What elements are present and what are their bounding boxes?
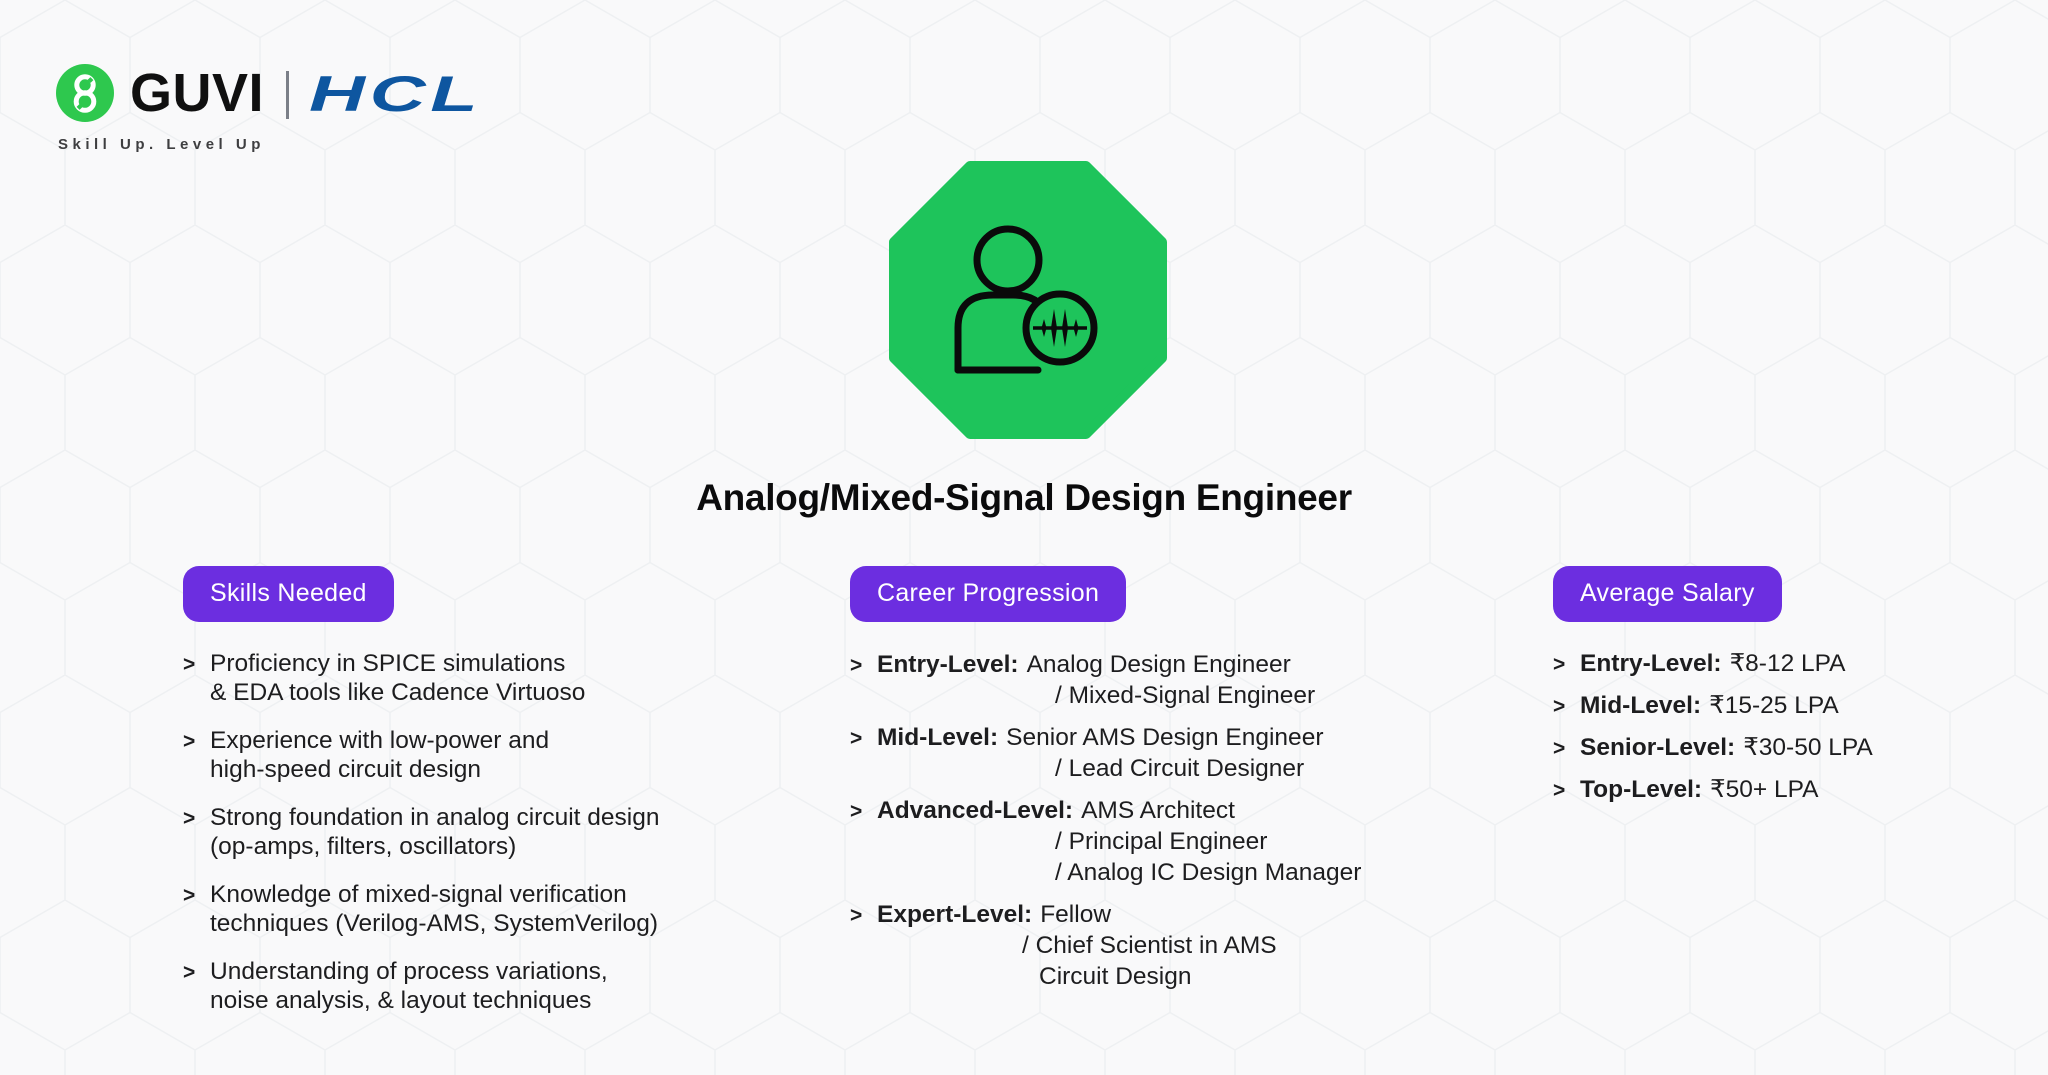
chevron-bullet-icon: > — [1553, 779, 1566, 802]
chevron-bullet-icon: > — [850, 654, 863, 677]
hcl-wordmark: HCL — [309, 66, 483, 122]
salary-item: > Entry-Level: ₹8-12 LPA — [1553, 649, 2013, 679]
chevron-bullet-icon: > — [183, 807, 196, 830]
salary-value: ₹30-50 LPA — [1743, 734, 1873, 761]
chevron-bullet-icon: > — [183, 653, 196, 676]
salary-level-label: Top-Level: — [1580, 776, 1703, 803]
career-item: > Expert-Level: Fellow / Chief Scientist … — [850, 901, 1277, 990]
salary-value: ₹8-12 LPA — [1729, 650, 1846, 677]
skill-item: > Knowledge of mixed-signal verification… — [183, 881, 658, 937]
chevron-bullet-icon: > — [850, 800, 863, 823]
salary-item: > Top-Level: ₹50+ LPA — [1553, 775, 2013, 805]
salary-level-label: Senior-Level: — [1580, 734, 1736, 761]
chevron-bullet-icon: > — [1553, 695, 1566, 718]
career-level-label: Advanced-Level: — [877, 797, 1074, 824]
chevron-bullet-icon: > — [1553, 653, 1566, 676]
chevron-bullet-icon: > — [183, 884, 196, 907]
career-level-label: Mid-Level: — [877, 724, 999, 751]
salary-section: Average Salary > Entry-Level: ₹8-12 LPA >… — [1553, 566, 2013, 817]
career-item: > Entry-Level: Analog Design Engineer / M… — [850, 651, 1316, 709]
career-item: > Mid-Level: Senior AMS Design Engineer /… — [850, 724, 1324, 782]
skill-item: > Strong foundation in analog circuit de… — [183, 804, 660, 860]
salary-value: ₹15-25 LPA — [1709, 692, 1839, 719]
chevron-bullet-icon: > — [850, 727, 863, 750]
chevron-bullet-icon: > — [1553, 737, 1566, 760]
salary-value: ₹50+ LPA — [1710, 776, 1819, 803]
salary-heading-pill: Average Salary — [1553, 566, 1782, 622]
guvi-wordmark: GUVI — [130, 63, 265, 123]
chevron-bullet-icon: > — [850, 904, 863, 927]
career-level-label: Expert-Level: — [877, 901, 1033, 928]
skills-list: > Proficiency in SPICE simulations & EDA … — [183, 649, 803, 1015]
brand-header: GUVI HCL — [56, 62, 478, 124]
career-section: Career Progression > Entry-Level: Analog … — [850, 566, 1470, 1003]
salary-item: > Mid-Level: ₹15-25 LPA — [1553, 691, 2013, 721]
brand-tagline: Skill Up. Level Up — [58, 136, 265, 153]
salary-level-label: Entry-Level: — [1580, 650, 1722, 677]
page-title: Analog/Mixed-Signal Design Engineer — [696, 476, 1352, 518]
waveform-icon — [1033, 309, 1087, 347]
salary-level-label: Mid-Level: — [1580, 692, 1702, 719]
salary-item: > Senior-Level: ₹30-50 LPA — [1553, 733, 2013, 763]
logo-divider — [286, 71, 290, 119]
chevron-bullet-icon: > — [183, 961, 196, 984]
career-item: > Advanced-Level: AMS Architect / Princip… — [850, 797, 1362, 886]
salary-list: > Entry-Level: ₹8-12 LPA > Mid-Level: ₹15-… — [1553, 649, 2013, 805]
skill-item: > Proficiency in SPICE simulations & EDA … — [183, 650, 586, 706]
skills-heading-pill: Skills Needed — [183, 566, 394, 622]
skill-item: > Understanding of process variations, no… — [183, 958, 608, 1014]
engineer-signal-icon — [889, 161, 1167, 439]
guvi-logo-icon — [56, 64, 114, 122]
skill-item: > Experience with low-power and high-spee… — [183, 727, 550, 783]
career-list: > Entry-Level: Analog Design Engineer / M… — [850, 649, 1470, 992]
career-heading-pill: Career Progression — [850, 566, 1127, 622]
career-level-label: Entry-Level: — [877, 651, 1019, 678]
chevron-bullet-icon: > — [183, 730, 196, 753]
role-icon-octagon — [888, 160, 1168, 440]
skills-section: Skills Needed > Proficiency in SPICE sim… — [183, 566, 803, 1034]
